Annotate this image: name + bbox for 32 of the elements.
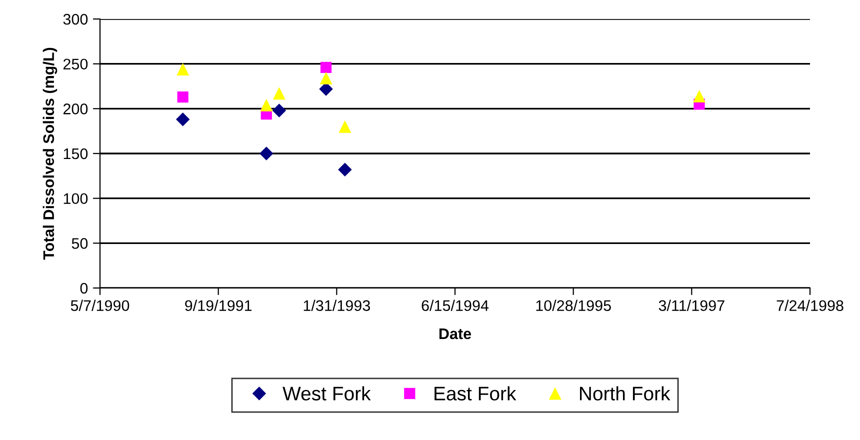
y-tick-label: 150 xyxy=(64,148,88,160)
x-tick-label: 5/7/1990 xyxy=(70,300,130,312)
point xyxy=(272,87,286,100)
y-tick-label: 250 xyxy=(63,58,88,70)
legend-label: West Fork xyxy=(282,386,371,400)
y-axis-title: Total Dissolved Solids (mg/L) xyxy=(42,48,58,260)
point xyxy=(320,62,332,73)
x-tick-label: 7/24/1998 xyxy=(776,300,844,312)
point xyxy=(177,91,188,103)
y-tick-label: 50 xyxy=(72,238,88,249)
y-tick-label: 0 xyxy=(80,282,88,294)
point xyxy=(260,98,273,112)
y-tick-label: 200 xyxy=(63,104,88,114)
point xyxy=(176,112,190,126)
legend-label: North Fork xyxy=(580,386,670,400)
x-tick-label: 9/19/1991 xyxy=(185,300,252,312)
legend-label: East Fork xyxy=(434,386,516,400)
point xyxy=(176,62,190,76)
point xyxy=(692,90,706,102)
x-tick-label: 1/31/1993 xyxy=(304,300,370,312)
y-tick-label: 300 xyxy=(63,14,88,25)
x-tick-label: 3/11/1997 xyxy=(658,300,724,312)
x-axis-title: Date xyxy=(439,328,472,340)
point xyxy=(338,120,352,133)
point xyxy=(338,162,352,177)
y-tick-label: 100 xyxy=(64,193,88,204)
point xyxy=(260,146,274,160)
point xyxy=(320,72,332,84)
x-tick-label: 6/15/1994 xyxy=(422,300,489,312)
point xyxy=(272,104,286,118)
point xyxy=(319,82,333,96)
x-tick-label: 10/28/1995 xyxy=(536,300,611,312)
